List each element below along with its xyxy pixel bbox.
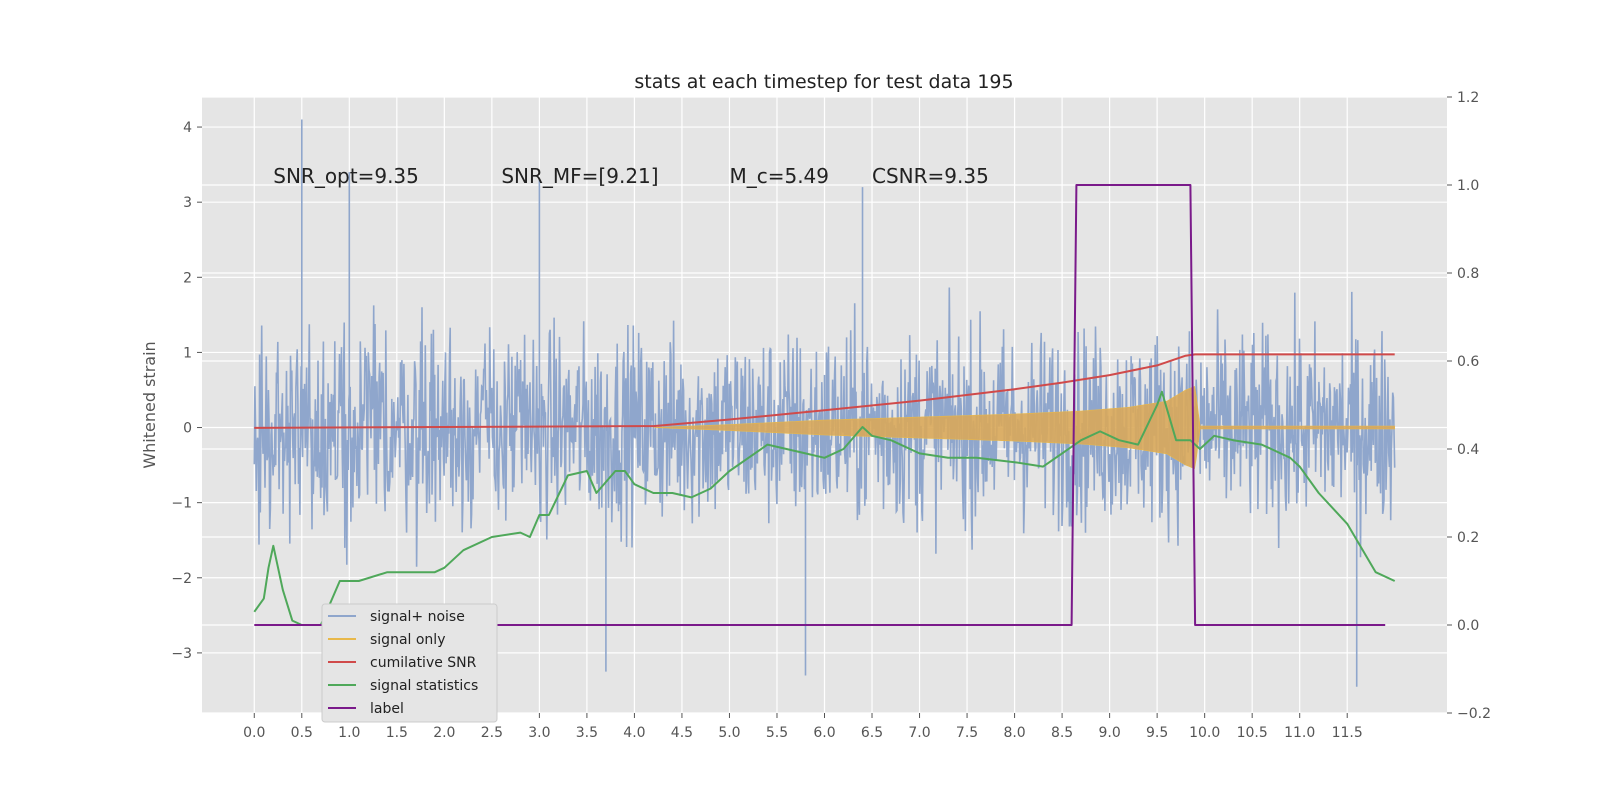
series-lines [253, 184, 1396, 626]
x-tick-label: 4.5 [671, 725, 693, 741]
series-line-signal-statistics [253, 390, 1396, 626]
x-tick-label: 10.5 [1237, 725, 1268, 741]
x-tick-label: 1.0 [338, 725, 360, 741]
legend-box [321, 603, 498, 723]
x-tick-label: 8.5 [1051, 725, 1073, 741]
annotation-text: SNR_MF=[9.21] [501, 164, 658, 188]
x-tick-label: 1.5 [386, 725, 408, 741]
legend: signal+ noise signal only cumilative SNR si… [321, 603, 498, 723]
x-tick-label: 0.5 [291, 725, 313, 741]
y-tick-label-left: −1 [171, 496, 192, 512]
y-tick-label-left: −3 [171, 646, 192, 662]
series-signal-noise [253, 119, 1396, 687]
y-tick-label-left: −2 [171, 571, 192, 587]
y-tick-label-right: 1.0 [1457, 178, 1479, 194]
x-tick-label: 6.5 [861, 725, 883, 741]
signal-only-envelope [653, 385, 1395, 470]
x-tick-label: 3.0 [528, 725, 550, 741]
legend-label: label [370, 701, 404, 717]
legend-label: signal+ noise [370, 609, 465, 625]
y-tick-label-left: 1 [183, 345, 192, 361]
x-tick-label: 6.0 [813, 725, 835, 741]
x-tick-label: 11.0 [1284, 725, 1315, 741]
x-tick-label: 10.0 [1189, 725, 1220, 741]
y-tick-label-left: 3 [183, 195, 192, 211]
x-tick-label: 9.0 [1098, 725, 1120, 741]
y-tick-label-right: 0.0 [1457, 618, 1479, 634]
x-tick-label: 11.5 [1332, 725, 1363, 741]
x-tick-label: 0.0 [243, 725, 265, 741]
series-signal-only [653, 385, 1395, 470]
annotation-text: SNR_opt=9.35 [273, 164, 419, 188]
y-tick-label-right: 0.6 [1457, 354, 1479, 370]
legend-label: signal statistics [370, 678, 478, 694]
chart-title: stats at each timestep for test data 195 [634, 71, 1013, 93]
annotation-text: CSNR=9.35 [872, 164, 989, 188]
y-tick-label-right: 0.4 [1457, 442, 1479, 458]
x-tick-label: 7.0 [908, 725, 930, 741]
y-tick-label-left: 4 [183, 120, 192, 136]
x-tick-label: 9.5 [1146, 725, 1168, 741]
y-tick-label-right: 1.2 [1457, 90, 1479, 106]
y-tick-label-right: 0.8 [1457, 266, 1479, 282]
y-tick-label-left: 2 [183, 270, 192, 286]
legend-label: cumilative SNR [370, 655, 477, 671]
x-tick-label: 7.5 [956, 725, 978, 741]
x-tick-label: 8.0 [1003, 725, 1025, 741]
annotation-text: M_c=5.49 [729, 164, 829, 188]
y-tick-label-left: 0 [183, 421, 192, 437]
x-tick-label: 4.0 [623, 725, 645, 741]
axis-ticks: 0.0 0.5 1.0 1.5 2.0 2.5 3.0 3.5 4.0 4.5 5.0 5.5 6.0 6… [171, 90, 1491, 741]
x-tick-label: 2.5 [481, 725, 503, 741]
annotations: SNR_opt=9.35 SNR_MF=[9.21] M_c=5.49 CSNR=9.… [273, 164, 989, 188]
x-tick-label: 5.5 [766, 725, 788, 741]
series-line-cumilative-SNR [254, 353, 1395, 429]
x-tick-label: 2.0 [433, 725, 455, 741]
y-tick-label-right: 0.2 [1457, 530, 1479, 546]
y-axis-label: Whitened strain [140, 341, 159, 468]
series-line-label [254, 184, 1386, 626]
legend-label: signal only [370, 632, 445, 648]
y-tick-label-right: −0.2 [1457, 706, 1491, 722]
x-tick-label: 5.0 [718, 725, 740, 741]
x-tick-label: 3.5 [576, 725, 598, 741]
